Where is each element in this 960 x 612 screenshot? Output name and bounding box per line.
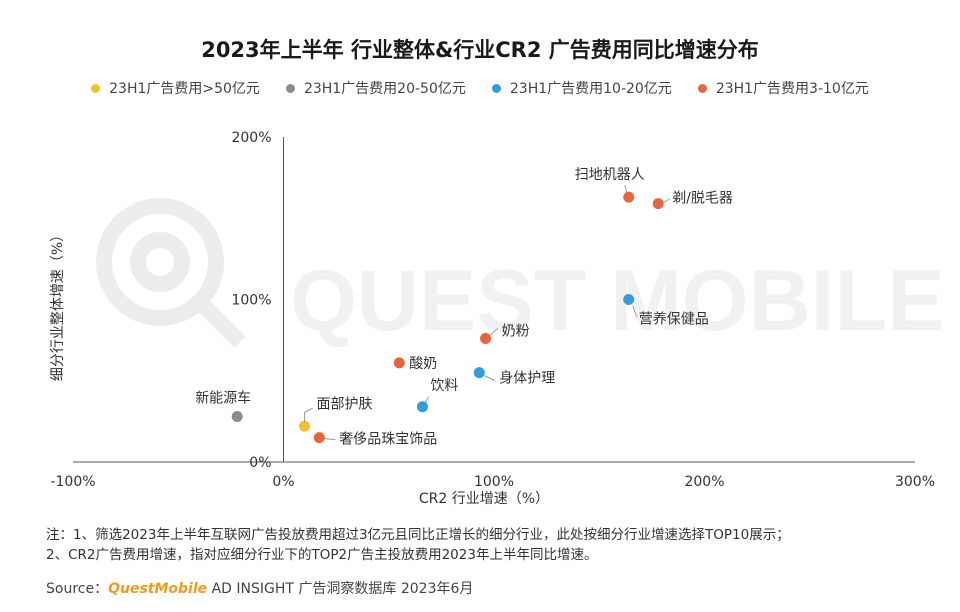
leader-line [632, 305, 638, 318]
point-label: 身体护理 [499, 371, 555, 387]
watermark-text: QUEST MOBILE [290, 253, 945, 349]
leader-line [489, 328, 498, 336]
note-line-2: 2、CR2广告费用增速，指对应细分行业下的TOP2广告主投放费用2023年上半年… [46, 547, 598, 563]
source-line: Source：QuestMobile AD INSIGHT 广告洞察数据库 20… [46, 578, 473, 598]
y-tick-label: 100% [231, 293, 271, 309]
data-point [623, 191, 635, 203]
legend-marker [285, 83, 295, 93]
legend-item: 23H1广告费用20-50亿元 [285, 78, 466, 98]
legend-label: 23H1广告费用3-10亿元 [715, 81, 869, 97]
data-point [313, 432, 325, 444]
x-tick-label: 100% [474, 474, 514, 490]
source-rest: AD INSIGHT 广告洞察数据库 2023年6月 [207, 581, 474, 597]
legend-item: 23H1广告费用3-10亿元 [697, 78, 869, 98]
legend-item: 23H1广告费用10-20亿元 [491, 78, 672, 98]
point-label: 剃/脱毛器 [672, 191, 733, 207]
source-prefix: Source： [46, 581, 109, 597]
legend-item: 23H1广告费用>50亿元 [91, 78, 260, 98]
legend-label: 23H1广告费用10-20亿元 [509, 81, 672, 97]
data-point [623, 294, 635, 305]
leader-line [484, 375, 496, 382]
legend-marker [91, 83, 101, 93]
leader-line [624, 184, 628, 193]
source-brand: QuestMobile [108, 581, 208, 597]
point-label: 奢侈品珠宝饰品 [339, 432, 437, 448]
x-tick-label: 300% [895, 474, 935, 490]
point-label: 新能源车 [195, 390, 251, 407]
chart-title: 2023年上半年 行业整体&行业CR2 广告费用同比增速分布 [201, 38, 759, 62]
leader-line [424, 396, 429, 403]
leader-line [324, 438, 336, 441]
data-point [473, 367, 485, 379]
note-line-1: 注：1、筛选2023年上半年互联网广告投放费用超过3亿元且同比正增长的细分行业，… [46, 527, 790, 543]
y-tick-label: 200% [231, 130, 271, 146]
point-label: 面部护肤 [317, 396, 373, 412]
x-tick-label: 200% [684, 474, 724, 490]
data-point [231, 411, 243, 422]
x-tick-label: 0% [272, 474, 294, 490]
point-label: 酸奶 [409, 356, 437, 372]
x-axis-label: CR2 行业增速（%） [419, 491, 549, 507]
point-label: 营养保健品 [639, 312, 709, 328]
point-label: 奶粉 [502, 324, 530, 340]
legend-marker [491, 83, 501, 93]
x-tick-label: -100% [50, 474, 95, 490]
data-point [299, 420, 311, 432]
point-label: 扫地机器人 [575, 167, 645, 183]
leader-line [304, 407, 313, 423]
legend-label: 23H1广告费用>50亿元 [109, 81, 260, 97]
data-point [416, 401, 428, 413]
leader-line [662, 198, 671, 204]
point-label: 饮料 [430, 378, 458, 394]
y-axis-label: 细分行业整体增速（%） [50, 228, 66, 381]
legend: 23H1广告费用>50亿元 23H1广告费用20-50亿元 23H1广告费用10-2… [0, 78, 960, 98]
data-point [480, 333, 492, 344]
y-tick-label: 0% [249, 455, 271, 471]
legend-marker [697, 83, 707, 93]
legend-label: 23H1广告费用20-50亿元 [303, 81, 466, 97]
data-point [393, 357, 405, 369]
data-point [652, 198, 664, 210]
